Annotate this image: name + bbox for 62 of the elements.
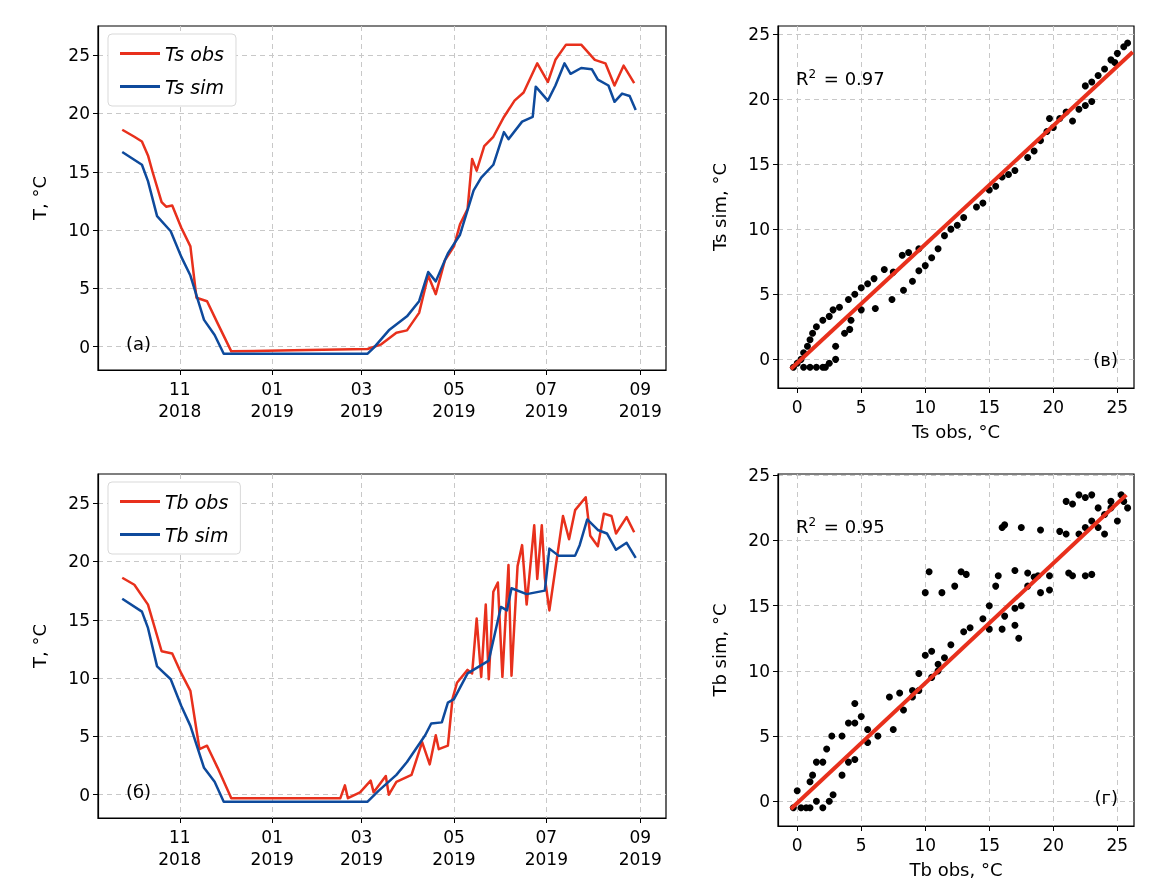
y-tick-label: 0 xyxy=(759,791,770,812)
x-tick-label: 15 xyxy=(978,835,1001,855)
y-tick-label: 20 xyxy=(68,551,90,572)
legend-label: Tb sim xyxy=(165,523,229,546)
x-tick-label: 20 xyxy=(1042,835,1065,855)
y-tick-label: 10 xyxy=(748,660,770,681)
y-tick-label: 15 xyxy=(748,154,770,175)
x-tick-label: 0 xyxy=(791,397,803,417)
x-tick-label: 25 xyxy=(1106,835,1129,855)
x-tick-label: 05 2019 xyxy=(432,827,476,869)
x-tick-label: 10 xyxy=(914,835,937,855)
x-tick-label: 03 2019 xyxy=(339,827,384,869)
x-tick-label: 10 xyxy=(914,397,937,417)
y-axis-title: Ts sim, °C xyxy=(708,162,730,253)
annotation: (в) xyxy=(1093,348,1118,370)
y-tick-label: 10 xyxy=(748,219,770,240)
x-tick-label: 5 xyxy=(855,835,867,855)
legend-label: Ts obs xyxy=(165,42,224,65)
x-tick-label: 15 xyxy=(978,397,1001,417)
x-tick-label: 05 2019 xyxy=(432,379,476,421)
y-tick-label: 25 xyxy=(748,465,770,486)
y-tick-label: 0 xyxy=(79,784,90,805)
y-tick-label: 0 xyxy=(759,349,770,370)
y-tick-label: 5 xyxy=(759,284,770,305)
x-tick-label: 01 2019 xyxy=(250,827,294,869)
y-tick-label: 15 xyxy=(68,609,90,630)
x-axis-title: Ts obs, °C xyxy=(911,421,1000,443)
x-axis-title: Tb obs, °C xyxy=(908,859,1003,881)
y-tick-label: 25 xyxy=(68,493,90,514)
y-tick-label: 15 xyxy=(68,161,90,182)
y-tick-label: 25 xyxy=(748,23,770,44)
y-tick-label: 10 xyxy=(68,668,90,689)
annotation: (г) xyxy=(1094,786,1119,808)
y-tick-label: 5 xyxy=(759,726,770,747)
x-tick-label: 09 2019 xyxy=(618,379,662,421)
x-tick-label: 07 2019 xyxy=(524,379,568,421)
y-tick-label: 0 xyxy=(79,336,90,357)
x-tick-label: 25 xyxy=(1106,397,1129,417)
y-tick-label: 10 xyxy=(68,220,90,241)
y-tick-label: 15 xyxy=(748,595,770,616)
y-tick-label: 20 xyxy=(748,530,770,551)
legend-label: Tb obs xyxy=(165,490,229,513)
y-axis-title: T, °C xyxy=(28,175,50,222)
x-tick-label: 11 2018 xyxy=(158,379,202,421)
annotation: (а) xyxy=(126,332,152,354)
y-axis-title: Tb sim, °C xyxy=(708,603,730,698)
x-tick-label: 20 xyxy=(1042,397,1065,417)
x-tick-label: 0 xyxy=(791,835,803,855)
y-axis-title: T, °C xyxy=(28,623,50,670)
y-tick-label: 20 xyxy=(748,88,770,109)
x-tick-label: 07 2019 xyxy=(524,827,568,869)
y-tick-label: 25 xyxy=(68,45,90,66)
y-tick-label: 5 xyxy=(79,726,90,747)
y-tick-label: 5 xyxy=(79,278,90,299)
x-tick-label: 01 2019 xyxy=(250,379,294,421)
x-tick-label: 5 xyxy=(855,397,867,417)
x-tick-label: 11 2018 xyxy=(158,827,202,869)
annotation: (б) xyxy=(126,780,152,802)
legend-label: Ts sim xyxy=(165,75,224,98)
y-tick-label: 20 xyxy=(68,103,90,124)
x-tick-label: 03 2019 xyxy=(339,379,384,421)
x-tick-label: 09 2019 xyxy=(618,827,662,869)
